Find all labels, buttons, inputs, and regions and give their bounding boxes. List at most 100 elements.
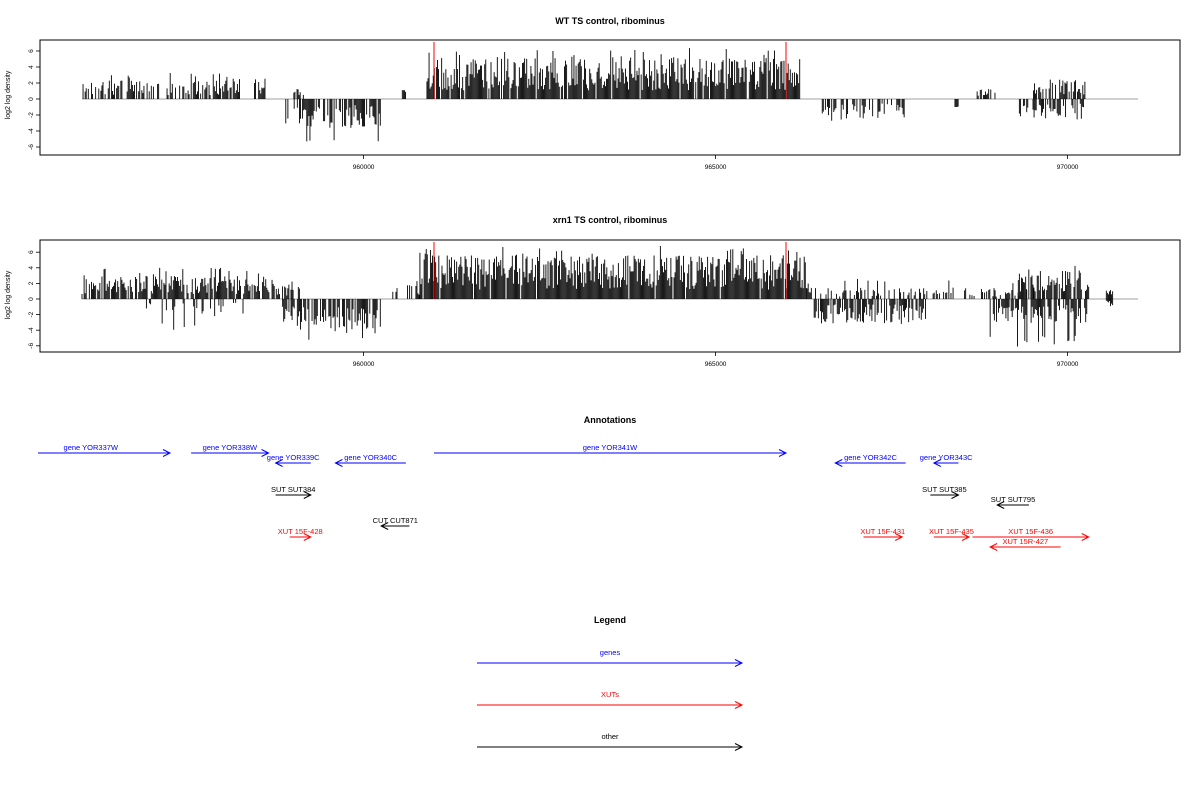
feature-arrow: XUT 15F-436 <box>972 527 1090 541</box>
signal-panel-wt: WT TS control, ribominus log2 log densit… <box>5 16 1181 171</box>
feature-arrow: XUT 15R-427 <box>989 537 1061 551</box>
feature-label: XUT 15F-431 <box>860 527 905 536</box>
y-tick-label: -2 <box>28 112 35 118</box>
signal-segment <box>821 99 905 121</box>
feature-label: XUT 15F-428 <box>278 527 323 536</box>
x-tick-label: 960000 <box>353 164 375 171</box>
feature-arrow: gene YOR338W <box>191 443 270 457</box>
feature-label: gene YOR338W <box>203 443 258 452</box>
signal-segment <box>426 48 801 99</box>
y-tick-label: 4 <box>28 266 35 270</box>
y-tick-label: 6 <box>28 250 35 254</box>
legend-label: XUTs <box>601 690 619 699</box>
feature-label: gene YOR341W <box>583 443 638 452</box>
feature-label: XUT 15F-436 <box>1008 527 1053 536</box>
signal-segment <box>419 246 807 299</box>
panel-title-xrn1: xrn1 TS control, ribominus <box>553 215 668 225</box>
y-tick-label: 0 <box>28 97 35 101</box>
y-tick-label: 2 <box>28 81 35 85</box>
feature-arrow: gene YOR337W <box>38 443 172 457</box>
signal-panel-xrn1: xrn1 TS control, ribominus log2 log dens… <box>5 215 1181 368</box>
feature-arrow: SUT SUT385 <box>922 485 967 499</box>
feature-arrow: XUT 15F-428 <box>278 527 323 541</box>
signal-segment <box>145 299 244 330</box>
y-tick-label: -2 <box>28 311 35 317</box>
x-tick-label: 965000 <box>705 361 727 368</box>
signal-segment <box>1018 99 1084 120</box>
signal-segment <box>401 90 406 99</box>
feature-arrow: gene YOR340C <box>334 453 406 467</box>
feature-arrow: gene YOR342C <box>834 453 906 467</box>
signal-segment <box>272 281 300 299</box>
signal-segment <box>1017 265 1090 299</box>
x-tick-label: 970000 <box>1057 361 1079 368</box>
plot-frame-wt <box>39 39 1181 156</box>
feature-label: gene YOR342C <box>844 453 897 462</box>
feature-arrow: gene YOR339C <box>267 453 320 467</box>
feature-label: gene YOR343C <box>920 453 973 462</box>
y-tick-label: -6 <box>28 343 35 349</box>
signal-segment <box>1032 79 1086 99</box>
feature-label: XUT 15F-435 <box>929 527 974 536</box>
axes-wt: 6 4 2 0 -2 -4 -6 960000 965000 970000 <box>28 49 1079 171</box>
feature-arrow: SUT SUT384 <box>271 485 315 499</box>
legend-items: genes XUTs other <box>477 648 744 751</box>
panel-title-wt: WT TS control, ribominus <box>555 16 665 26</box>
feature-arrow: gene YOR341W <box>434 443 788 457</box>
x-tick-label: 960000 <box>353 361 375 368</box>
y-tick-label: -4 <box>28 327 35 333</box>
feature-arrow: SUT SUT795 <box>991 495 1035 509</box>
y-tick-label: -6 <box>28 144 35 150</box>
feature-label: XUT 15R-427 <box>1003 537 1049 546</box>
signal-segment <box>282 299 381 340</box>
plot-frame-xrn1 <box>39 239 1181 353</box>
feature-label: SUT SUT385 <box>922 485 966 494</box>
y-tick-label: 0 <box>28 297 35 301</box>
signal-segment <box>976 89 996 99</box>
signal-segment <box>1105 299 1114 307</box>
signal-segment <box>285 99 381 142</box>
legend-label: genes <box>600 648 621 657</box>
annotation-features: gene YOR337W gene YOR338W gene YOR339C gene… <box>38 443 1090 551</box>
signal-segment <box>81 267 273 299</box>
feature-label: CUT CUT871 <box>373 516 418 525</box>
signal-segment <box>813 299 926 324</box>
signal-segment <box>806 278 1035 299</box>
legend-arrow-xut: XUTs <box>477 690 744 709</box>
legend-title: Legend <box>594 615 626 625</box>
annotations-track: Annotations gene YOR337W gene YOR338Wgene… <box>38 415 1090 551</box>
x-tick-label: 965000 <box>705 164 727 171</box>
legend-arrow-gene: genes <box>477 648 744 667</box>
legend: Legend genes XUTs other <box>477 615 744 751</box>
signal-segment <box>954 99 959 107</box>
signal-segment <box>989 299 1088 347</box>
y-axis-label-xrn1: log2 log density <box>5 270 12 319</box>
feature-label: SUT SUT795 <box>991 495 1035 504</box>
legend-arrow-other: other <box>477 732 744 751</box>
feature-arrow: gene YOR343C <box>920 453 973 467</box>
x-tick-label: 970000 <box>1057 164 1079 171</box>
y-tick-label: 2 <box>28 281 35 285</box>
feature-arrow: XUT 15F-435 <box>929 527 974 541</box>
signal-segment <box>392 281 420 299</box>
y-tick-label: 4 <box>28 65 35 69</box>
y-tick-label: -4 <box>28 128 35 134</box>
signal-bars-xrn1 <box>81 242 1138 347</box>
feature-label: gene YOR337W <box>64 443 119 452</box>
signal-segment <box>1105 290 1114 299</box>
feature-label: gene YOR340C <box>344 453 397 462</box>
signal-segment <box>293 89 304 99</box>
y-axis-label-wt: log2 log density <box>5 70 12 119</box>
feature-arrow: XUT 15F-431 <box>860 527 905 541</box>
signal-bars-wt <box>82 42 1138 142</box>
legend-label: other <box>601 732 619 741</box>
axes-xrn1: 6 4 2 0 -2 -4 -6 960000 965000 970000 <box>28 250 1079 368</box>
feature-label: gene YOR339C <box>267 453 320 462</box>
y-tick-label: 6 <box>28 49 35 53</box>
feature-arrow: CUT CUT871 <box>373 516 418 530</box>
signal-segment <box>254 78 266 99</box>
signal-segment <box>82 72 240 99</box>
annotations-title: Annotations <box>584 415 637 425</box>
feature-label: SUT SUT384 <box>271 485 315 494</box>
